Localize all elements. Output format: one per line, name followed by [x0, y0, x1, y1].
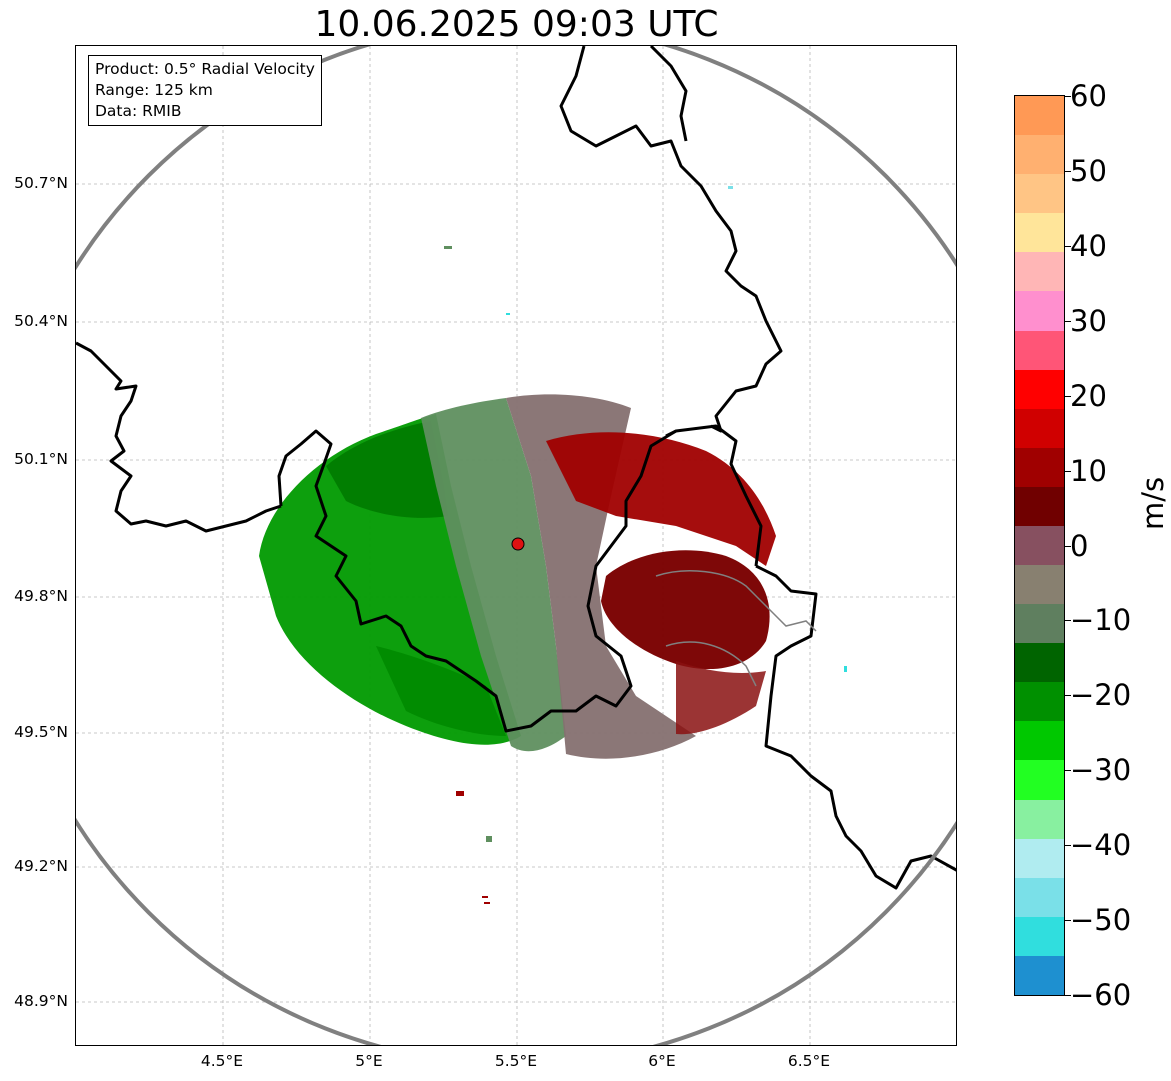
colorbar-segment [1015, 917, 1064, 956]
colorbar-tick-label: −60 [1070, 978, 1132, 1012]
border-east [755, 564, 956, 890]
echo-speckle [482, 896, 488, 898]
colorbar [1014, 95, 1065, 996]
colorbar-segment [1015, 331, 1064, 370]
border-north [559, 46, 783, 433]
colorbar-tick-mark [1065, 620, 1071, 621]
info-box: Product: 0.5° Radial Velocity Range: 125… [88, 55, 322, 126]
colorbar-tick-mark [1065, 321, 1071, 322]
lon-label: 6.5°E [787, 1052, 831, 1070]
colorbar-tick-label: 60 [1070, 79, 1107, 113]
colorbar-segment [1015, 409, 1064, 448]
echo-speckle [484, 902, 490, 904]
colorbar-tick-label: 10 [1070, 454, 1107, 488]
region-border [665, 641, 757, 687]
colorbar-tick-label: −40 [1070, 828, 1132, 862]
region-borders [655, 570, 817, 687]
colorbar-segment [1015, 96, 1064, 135]
echo-neutral [506, 394, 696, 759]
echo-strong-inbound [326, 421, 448, 518]
echo-speckle [456, 791, 464, 796]
lat-label: 48.9°N [14, 992, 68, 1010]
colorbar-tick-label: −20 [1070, 678, 1132, 712]
colorbar-segment [1015, 448, 1064, 487]
region-border [655, 570, 817, 632]
colorbar-tick-mark [1065, 845, 1071, 846]
colorbar-tick-label: 40 [1070, 229, 1107, 263]
lon-label: 4.5°E [200, 1052, 244, 1070]
colorbar-tick-mark [1065, 695, 1071, 696]
lat-label: 49.8°N [14, 587, 68, 605]
echo-speckle [844, 666, 847, 672]
colorbar-tick-mark [1065, 246, 1071, 247]
radar-map[interactable] [75, 45, 957, 1046]
colorbar-tick-label: 30 [1070, 304, 1107, 338]
colorbar-tick-mark [1065, 471, 1071, 472]
echo-speckle [728, 186, 733, 189]
radar-map-canvas [76, 46, 956, 1045]
lon-label: 5.5°E [494, 1052, 538, 1070]
echo-speckle [506, 313, 510, 315]
colorbar-segment [1015, 135, 1064, 174]
colorbar-unit: m/s [1136, 476, 1170, 530]
border-west [76, 341, 282, 533]
colorbar-segment [1015, 682, 1064, 721]
border-lux-south [665, 429, 677, 438]
echo-speckle [444, 246, 452, 249]
colorbar-tick-label: −50 [1070, 903, 1132, 937]
echo-inbound-south [376, 646, 506, 736]
colorbar-segment [1015, 604, 1064, 643]
colorbar-segment [1015, 487, 1064, 526]
colorbar-tick-label: 20 [1070, 379, 1107, 413]
echo-light-inbound [421, 398, 566, 752]
colorbar-segment [1015, 370, 1064, 409]
echo-inbound [259, 414, 521, 745]
colorbar-tick-mark [1065, 96, 1071, 97]
radar-site-marker[interactable] [511, 537, 525, 551]
echo-speckle [486, 836, 492, 842]
map-title: 10.06.2025 09:03 UTC [314, 4, 719, 45]
info-product: Product: 0.5° Radial Velocity [95, 60, 315, 78]
lat-label: 50.4°N [14, 312, 68, 330]
colorbar-tick-label: 50 [1070, 154, 1107, 188]
colorbar-segment [1015, 252, 1064, 291]
colorbar-segment [1015, 760, 1064, 800]
colorbar-segment [1015, 839, 1064, 878]
colorbar-segment [1015, 213, 1064, 252]
lat-label: 50.7°N [14, 174, 68, 192]
lat-label: 49.2°N [14, 857, 68, 875]
colorbar-segment [1015, 526, 1064, 565]
info-data: Data: RMIB [95, 102, 182, 120]
echo-strong-outbound [601, 550, 770, 670]
radar-echoes [259, 186, 847, 904]
colorbar-segment [1015, 956, 1064, 995]
colorbar-tick-mark [1065, 995, 1071, 996]
echo-outbound-south [676, 661, 766, 735]
lon-label: 5°E [355, 1052, 383, 1070]
colorbar-segment [1015, 291, 1064, 331]
colorbar-tick-mark [1065, 171, 1071, 172]
lat-label: 49.5°N [14, 723, 68, 741]
colorbar-tick-label: −30 [1070, 753, 1132, 787]
echo-outbound [546, 432, 776, 566]
colorbar-segment [1015, 878, 1064, 917]
colorbar-tick-mark [1065, 920, 1071, 921]
border-be-lux-fr [277, 424, 763, 733]
colorbar-segment [1015, 800, 1064, 839]
info-range: Range: 125 km [95, 81, 213, 99]
country-borders [76, 46, 956, 890]
colorbar-tick-mark [1065, 546, 1071, 547]
colorbar-tick-mark [1065, 770, 1071, 771]
colorbar-segment [1015, 174, 1064, 213]
colorbar-segment [1015, 565, 1064, 604]
lon-label: 6°E [648, 1052, 676, 1070]
colorbar-tick-label: −10 [1070, 603, 1132, 637]
colorbar-tick-mark [1065, 396, 1071, 397]
border-north-ext [649, 46, 688, 142]
colorbar-segment [1015, 721, 1064, 760]
lat-label: 50.1°N [14, 450, 68, 468]
colorbar-segment [1015, 643, 1064, 682]
colorbar-tick-label: 0 [1070, 529, 1089, 563]
